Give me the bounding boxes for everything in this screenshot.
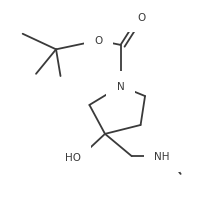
Text: O: O [94,36,102,46]
Text: HO: HO [65,153,81,162]
Text: NH: NH [154,151,169,161]
Text: O: O [138,13,146,23]
Text: N: N [117,82,125,92]
